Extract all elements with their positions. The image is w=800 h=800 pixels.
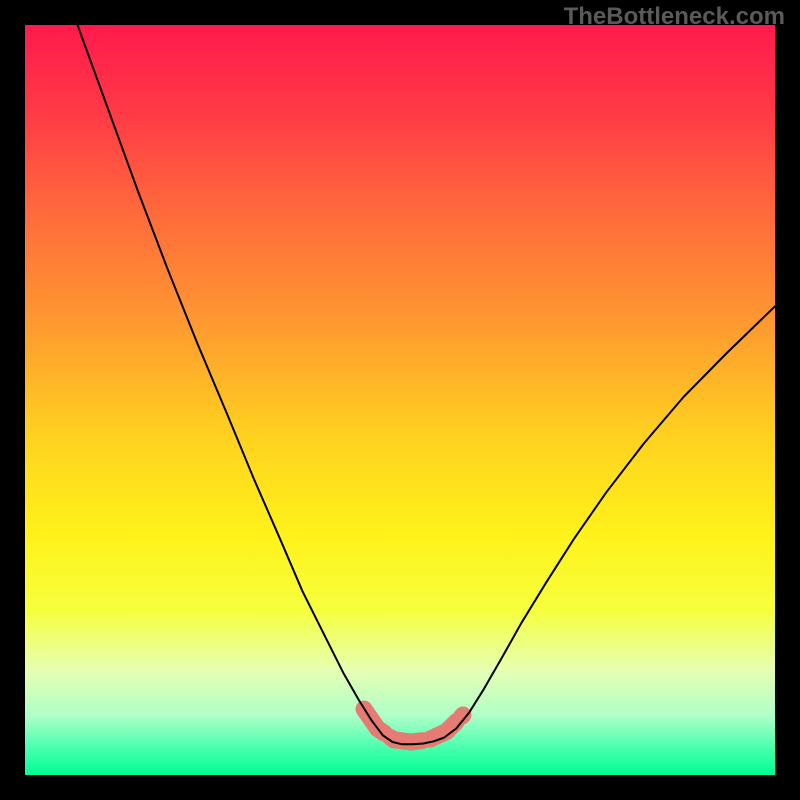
chart-frame: TheBottleneck.com <box>0 0 800 800</box>
chart-svg <box>0 0 800 800</box>
background-gradient <box>25 25 775 775</box>
watermark-text: TheBottleneck.com <box>564 3 785 31</box>
